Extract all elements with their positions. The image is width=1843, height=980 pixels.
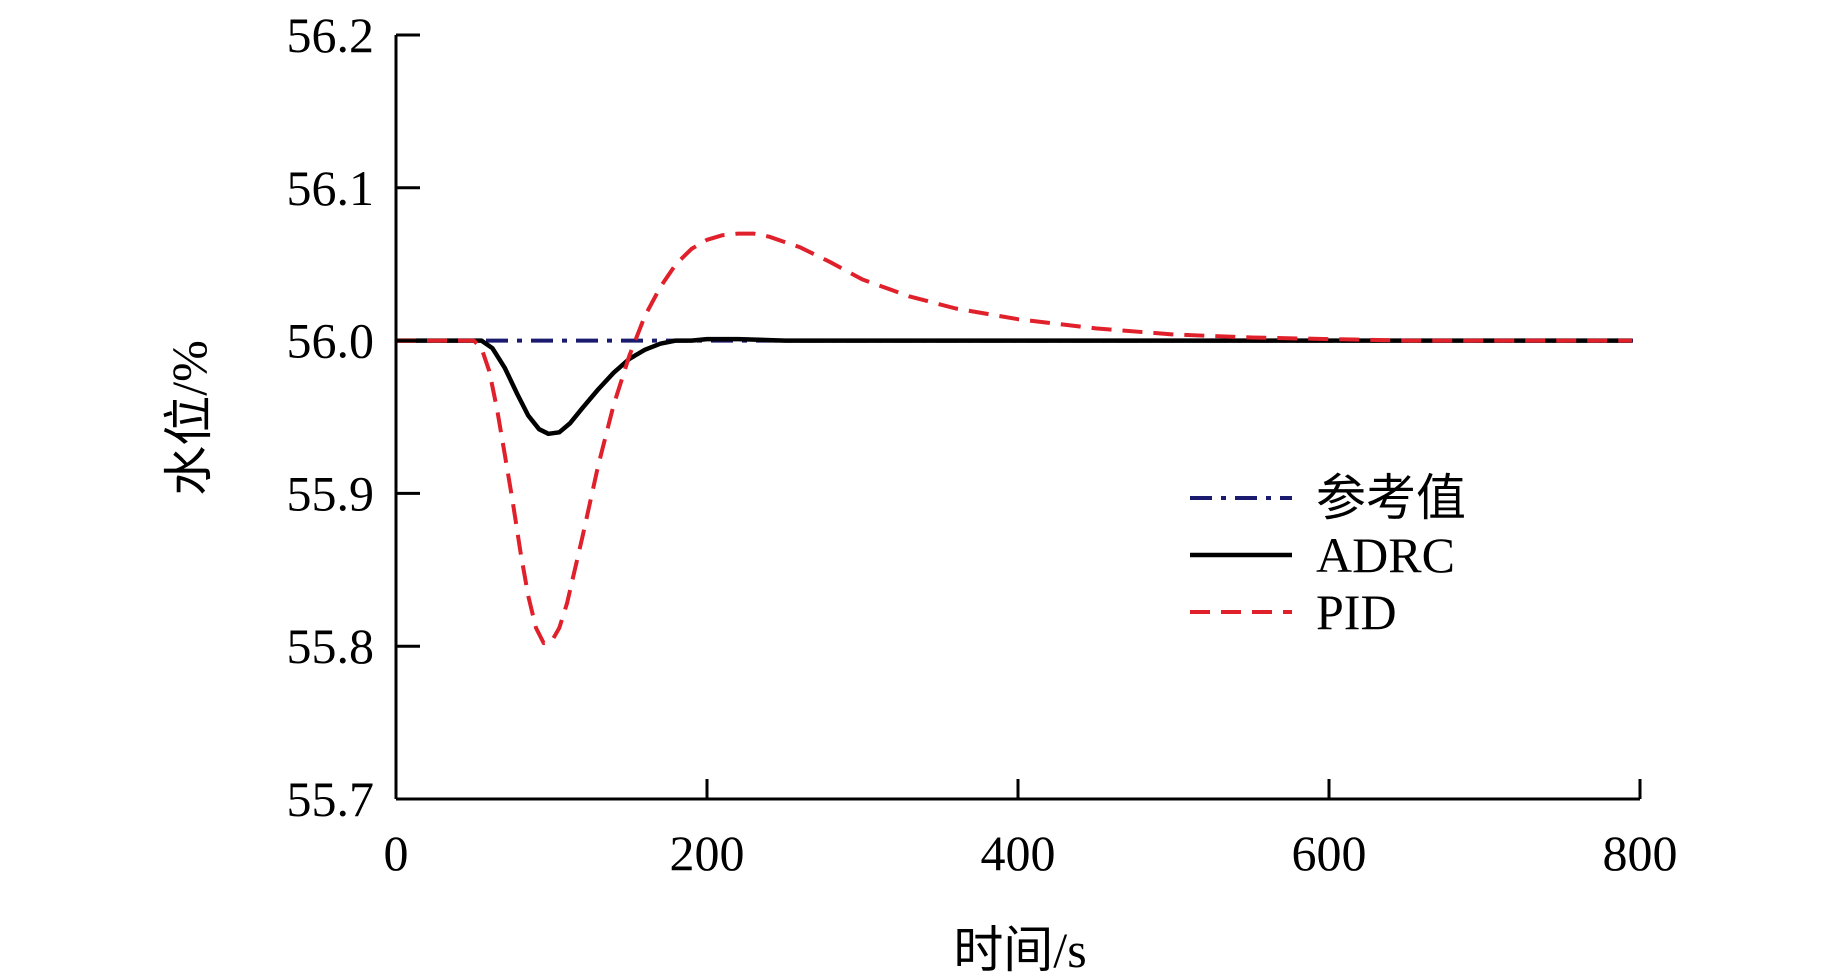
y-axis-title: 水位/% [161, 340, 217, 496]
ticks [394, 33, 1642, 801]
y-tick-label: 55.8 [287, 618, 375, 674]
x-tick-label: 800 [1603, 825, 1678, 881]
y-tick-label: 56.1 [287, 160, 375, 216]
plot-lines [396, 231, 1640, 646]
y-tick-label: 56.0 [287, 313, 375, 369]
legend-label: 参考值 [1316, 470, 1466, 526]
tick-labels: 0 200 400 600 800 55.7 55.8 55.9 56.0 56.1 56.2 [287, 7, 1678, 881]
series-line-ADRC [396, 336, 1633, 437]
y-tick-label: 55.9 [287, 465, 375, 521]
y-tick-label: 56.2 [287, 7, 375, 63]
legend-label: PID [1316, 584, 1397, 640]
y-tick-label: 55.7 [287, 771, 375, 827]
legend-label: ADRC [1316, 527, 1455, 583]
x-tick-label: 400 [981, 825, 1056, 881]
x-tick-label: 600 [1292, 825, 1367, 881]
axes [394, 35, 1640, 801]
x-axis-title: 时间/s [953, 922, 1086, 978]
x-tick-label: 0 [384, 825, 409, 881]
x-tick-label: 200 [670, 825, 745, 881]
series-line-PID [396, 231, 1633, 646]
